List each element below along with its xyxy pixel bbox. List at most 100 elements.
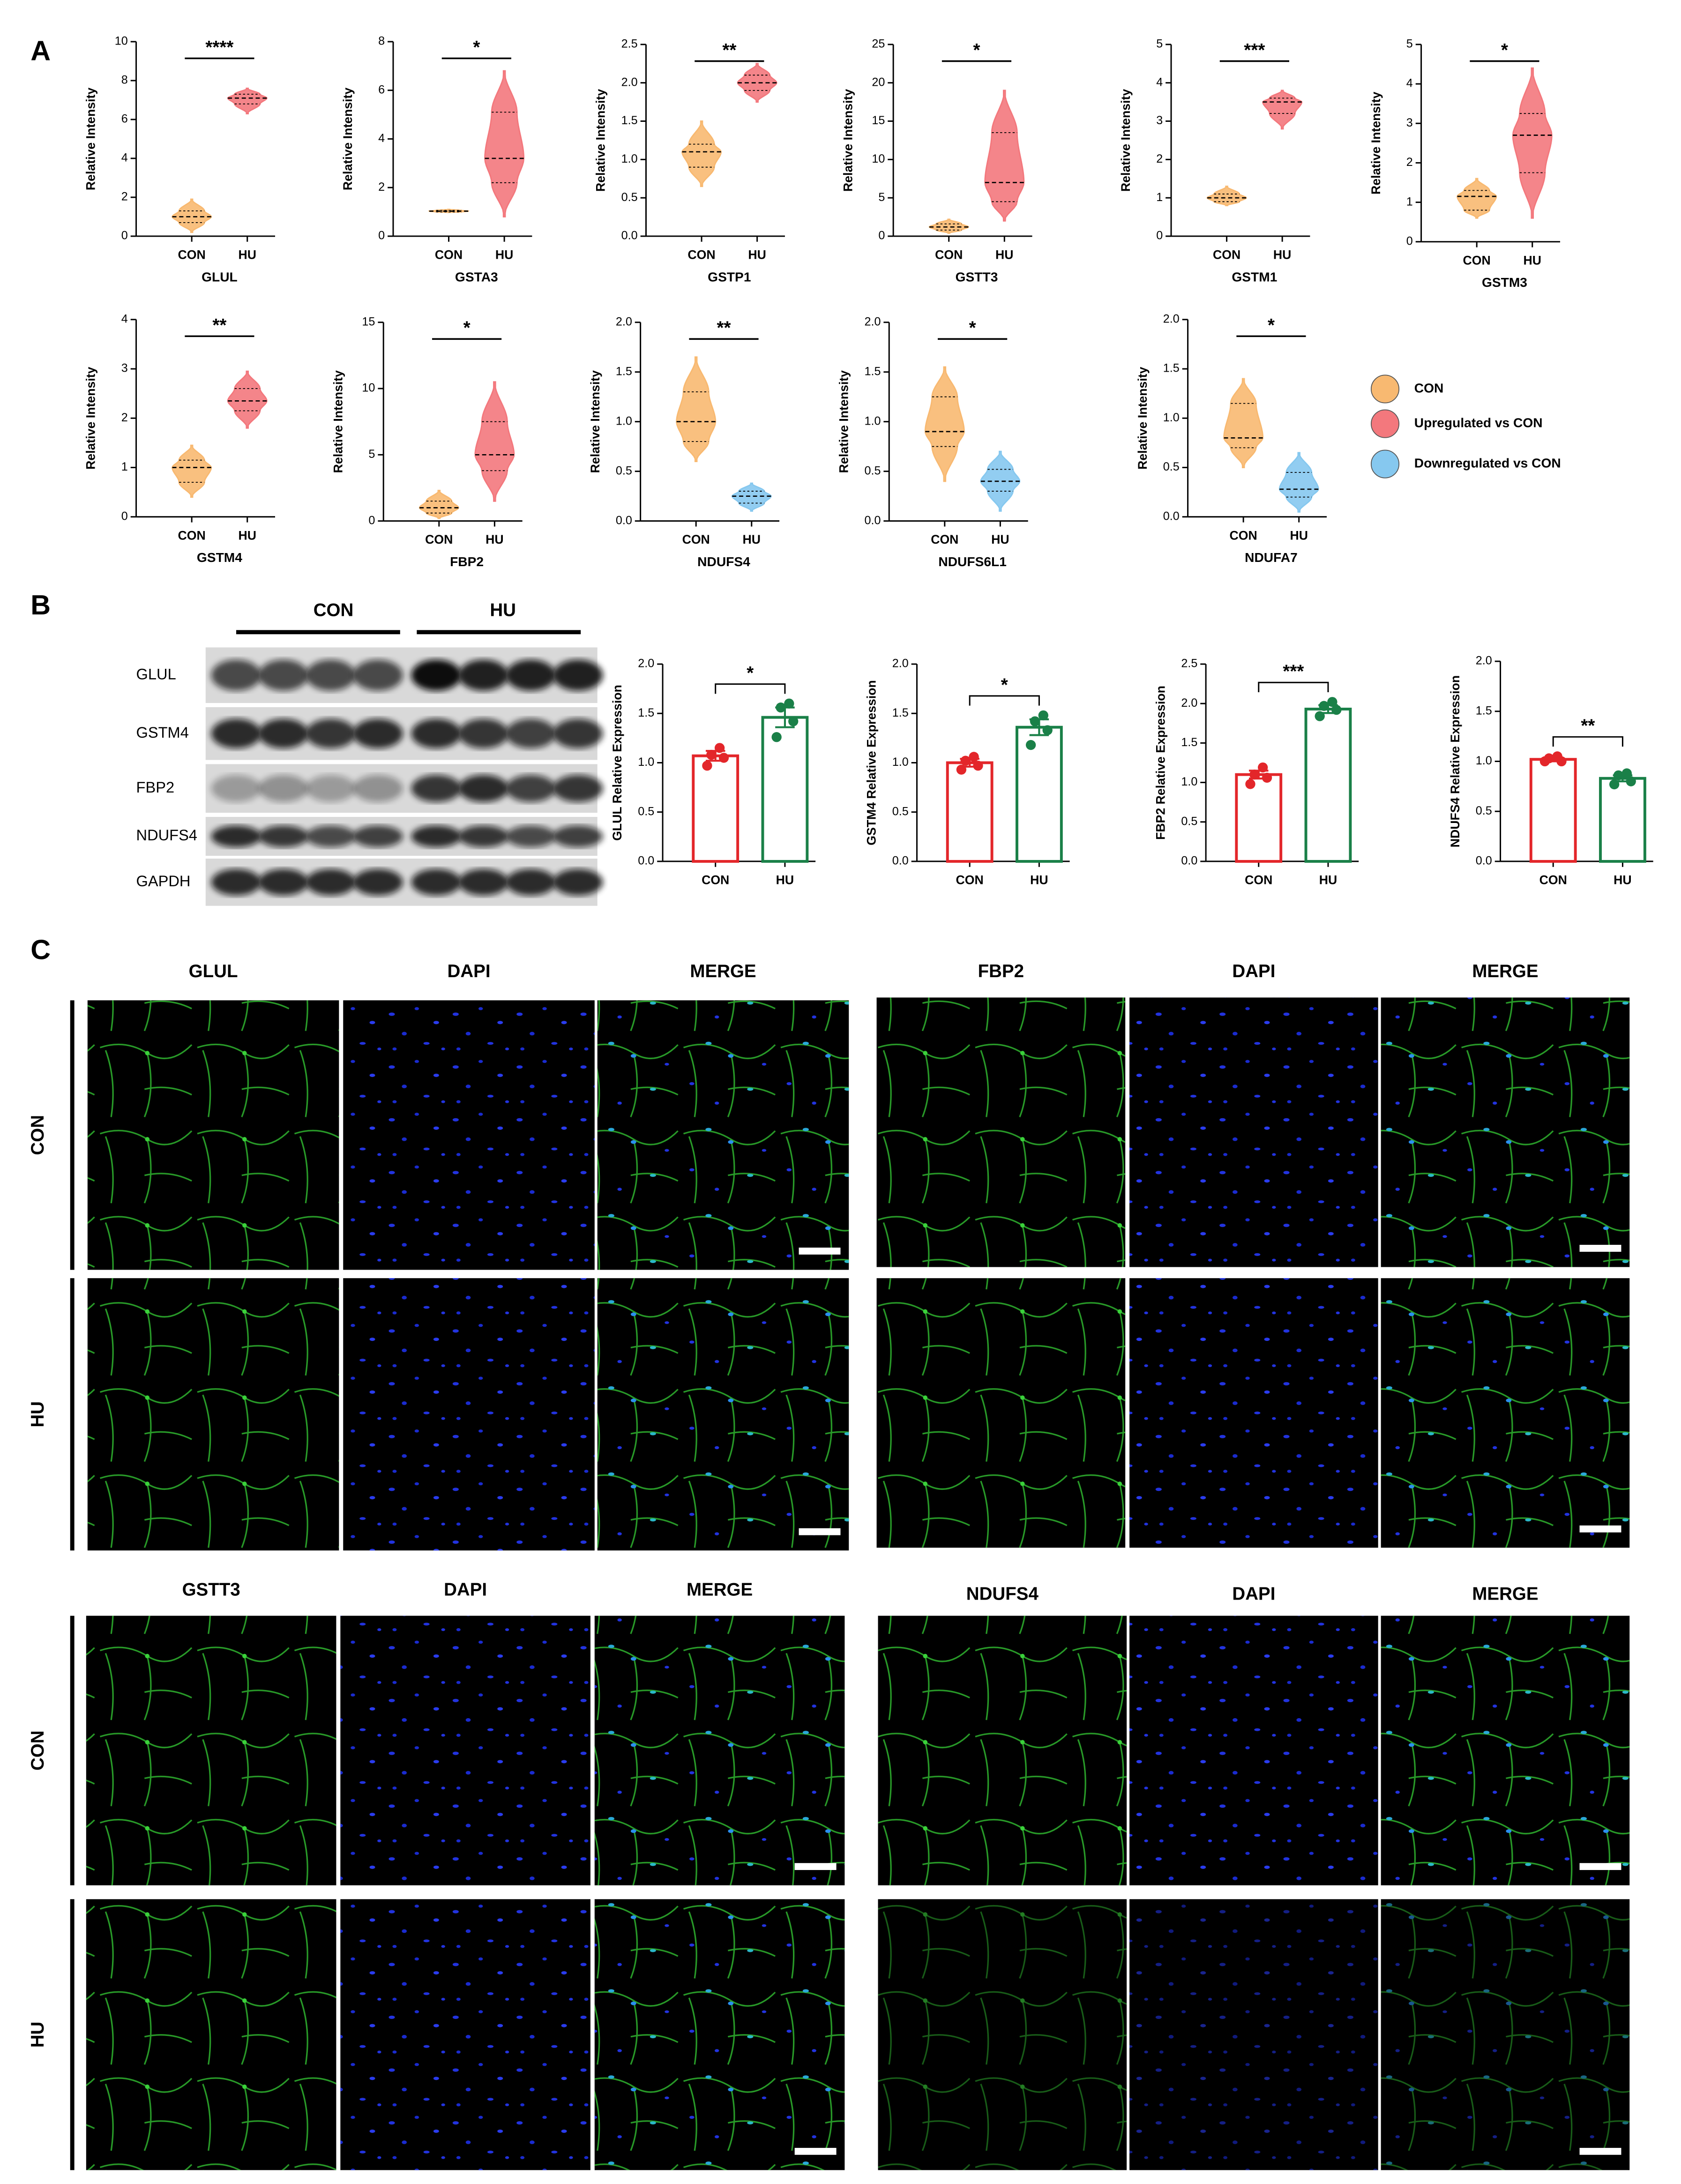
x-tick-label: CON	[956, 873, 984, 887]
chart-title: NDUFA7	[1245, 550, 1298, 565]
blot-band	[411, 869, 462, 896]
y-axis-label: Relative Intensity	[594, 89, 608, 192]
x-tick-label: HU	[748, 247, 766, 262]
image-header: MERGE	[1472, 1584, 1538, 1604]
micrograph-signal	[1129, 1278, 1378, 1548]
micrograph-signal	[597, 1278, 849, 1551]
data-point	[714, 743, 725, 753]
x-tick-label: CON	[178, 528, 206, 542]
micrograph-signal	[340, 1899, 590, 2170]
y-tick-label: 2.0	[1476, 654, 1492, 667]
y-tick-label: 2	[121, 190, 128, 203]
blot-band	[258, 718, 309, 748]
y-tick-label: 1.0	[864, 414, 881, 427]
y-axis-label: Relative Intensity	[837, 370, 851, 473]
violin	[1278, 452, 1319, 513]
data-point	[1042, 725, 1053, 735]
y-tick-label: 1.5	[892, 706, 909, 719]
scale-bar	[794, 2147, 837, 2155]
blot-band	[306, 775, 356, 802]
y-tick-label: 1.5	[1163, 362, 1180, 375]
violin	[474, 381, 515, 502]
panel-label: B	[30, 589, 51, 621]
x-tick-label: HU	[1319, 873, 1337, 887]
micrograph-signal	[878, 1899, 1127, 2170]
blot-band	[353, 718, 403, 748]
y-axis-label: FBP2 Relative Expression	[1153, 686, 1167, 840]
y-tick-label: 4	[378, 132, 385, 145]
y-tick-label: 5	[1406, 37, 1413, 51]
blot-band-label: FBP2	[136, 778, 175, 796]
blot-band	[553, 659, 603, 691]
significance: *	[1001, 675, 1008, 695]
blot-band	[458, 659, 509, 691]
micrograph-signal	[87, 1000, 339, 1270]
y-tick-label: 25	[872, 37, 885, 51]
violin	[1512, 67, 1553, 219]
chart-title: NDUFS6L1	[938, 554, 1007, 569]
x-tick-label: CON	[1230, 528, 1257, 542]
x-tick-label: CON	[931, 532, 958, 546]
blot-band	[458, 775, 509, 802]
violin	[227, 88, 268, 114]
blot-band	[211, 825, 261, 847]
y-tick-label: 0.5	[892, 805, 909, 818]
blot-band-label: GAPDH	[136, 872, 191, 890]
data-point	[706, 749, 717, 760]
y-tick-label: 6	[378, 83, 385, 96]
bar	[946, 761, 994, 863]
y-axis-label: Relative Intensity	[84, 88, 98, 190]
blot-band	[306, 825, 356, 847]
y-tick-label: 10	[362, 381, 375, 395]
scale-bar	[799, 1248, 841, 1255]
y-tick-label: 2.0	[616, 315, 632, 328]
y-axis-label: GLUL Relative Expression	[610, 685, 624, 841]
significance-bracket	[969, 695, 1040, 706]
violin	[172, 444, 212, 498]
scale-bar	[799, 1528, 841, 1535]
scale-bar	[1579, 1525, 1621, 1533]
row-label: CON	[28, 1115, 48, 1155]
x-tick-label: HU	[1273, 247, 1292, 262]
y-tick-label: 1.5	[1476, 704, 1492, 717]
data-point	[1249, 770, 1260, 780]
blot-band	[458, 869, 509, 896]
bar	[1529, 758, 1577, 863]
y-tick-label: 4	[1406, 77, 1413, 90]
significance: *	[747, 663, 754, 683]
data-point	[1315, 711, 1325, 721]
bar	[1304, 707, 1352, 863]
blot-group-label: CON	[314, 600, 354, 620]
data-point	[788, 716, 799, 726]
y-tick-label: 0	[121, 509, 128, 523]
micrograph-signal	[876, 997, 1126, 1267]
data-point	[1613, 770, 1624, 781]
x-tick-label: CON	[1245, 873, 1272, 887]
data-point	[1552, 751, 1562, 762]
blot-band	[353, 775, 403, 802]
x-tick-label: CON	[435, 247, 463, 262]
micrograph-signal	[1381, 1616, 1630, 1885]
blot-band	[258, 825, 309, 847]
y-tick-label: 2.0	[892, 657, 909, 670]
x-tick-label: HU	[991, 532, 1009, 546]
panel-label: A	[30, 35, 51, 66]
y-tick-label: 1.5	[616, 365, 632, 378]
y-tick-label: 0.5	[864, 464, 881, 477]
y-tick-label: 1.0	[616, 414, 632, 427]
y-tick-label: 2	[1156, 152, 1163, 165]
significance: *	[969, 318, 976, 338]
image-header: MERGE	[690, 961, 756, 981]
y-axis-label: Relative Intensity	[588, 370, 602, 473]
bar	[1599, 777, 1646, 863]
blot-band	[258, 775, 309, 802]
y-tick-label: 1.5	[638, 706, 654, 719]
y-tick-label: 0.0	[1163, 509, 1180, 523]
blot-band	[506, 869, 556, 896]
data-point	[718, 753, 729, 763]
violin	[928, 218, 969, 234]
data-point	[1327, 697, 1337, 707]
data-point	[1262, 772, 1272, 783]
y-tick-label: 3	[1406, 116, 1413, 129]
